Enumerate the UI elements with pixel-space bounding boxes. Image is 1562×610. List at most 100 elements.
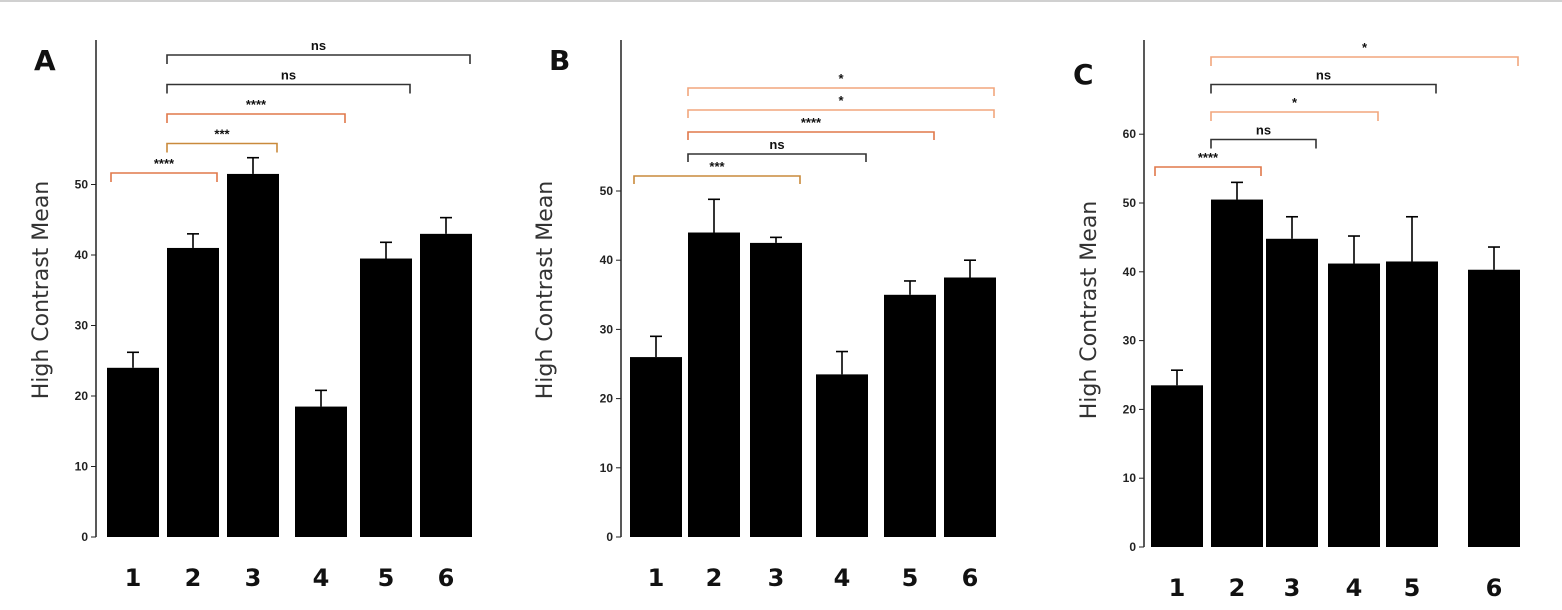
bracket-line — [110, 172, 218, 182]
bracket-line — [1154, 166, 1262, 176]
y-axis-label: High Contrast Mean — [1077, 201, 1102, 420]
bracket-line — [1210, 111, 1379, 121]
x-tick-label-3: 3 — [245, 564, 262, 592]
x-tick-label-1: 1 — [1169, 574, 1186, 602]
significance-label: **** — [1198, 150, 1219, 165]
panel-letter: C — [1073, 58, 1094, 91]
significance-label: *** — [709, 159, 725, 174]
significance-label: * — [838, 93, 844, 108]
bracket-line — [166, 113, 346, 123]
y-tick-label: 40 — [1123, 265, 1137, 279]
x-tick-label-2: 2 — [1229, 574, 1246, 602]
x-tick-label-5: 5 — [1404, 574, 1421, 602]
y-tick-label: 20 — [1123, 402, 1137, 416]
significance-label: * — [1292, 95, 1298, 110]
bar-5 — [1386, 261, 1438, 547]
y-axis-label: High Contrast Mean — [29, 181, 54, 400]
significance-bracket: * — [687, 93, 995, 118]
significance-bracket: **** — [110, 156, 218, 182]
significance-label: **** — [801, 115, 822, 130]
y-tick-label: 10 — [1123, 471, 1137, 485]
significance-bracket: * — [687, 71, 995, 96]
bar-3 — [750, 242, 802, 537]
significance-bracket: *** — [166, 127, 278, 153]
bar-3 — [227, 173, 279, 538]
x-tick-label-1: 1 — [125, 564, 142, 592]
y-axis-label: High Contrast Mean — [533, 181, 558, 400]
significance-label: **** — [246, 97, 267, 112]
bar-4 — [816, 374, 868, 537]
significance-label: *** — [214, 127, 230, 142]
bracket-line — [687, 87, 995, 96]
bar-6 — [944, 277, 996, 537]
bracket-line — [687, 109, 995, 118]
significance-bracket: ns — [687, 137, 867, 162]
significance-label: **** — [154, 156, 175, 171]
bar-5 — [884, 294, 936, 537]
significance-bracket: *** — [633, 159, 801, 184]
significance-bracket: * — [1210, 40, 1519, 66]
significance-bracket: **** — [687, 115, 935, 140]
bracket-line — [633, 175, 801, 184]
y-tick-label: 10 — [75, 460, 89, 474]
bar-1 — [1151, 385, 1203, 547]
y-tick-label: 50 — [1123, 196, 1137, 210]
significance-bracket: ns — [1210, 123, 1317, 149]
x-tick-label-2: 2 — [185, 564, 202, 592]
x-tick-label-6: 6 — [438, 564, 455, 592]
bracket-line — [1210, 138, 1317, 149]
bar-5 — [360, 258, 412, 537]
significance-label: ns — [769, 137, 784, 152]
x-tick-label-5: 5 — [902, 564, 919, 592]
bracket-line — [1210, 83, 1437, 94]
y-tick-label: 40 — [600, 253, 614, 267]
bar-4 — [295, 406, 347, 537]
bar-4 — [1328, 263, 1380, 547]
significance-label: ns — [1316, 68, 1331, 83]
bracket-line — [687, 131, 935, 140]
bracket-line — [166, 83, 411, 94]
x-tick-label-6: 6 — [962, 564, 979, 592]
x-tick-label-4: 4 — [1346, 574, 1363, 602]
significance-bracket: * — [1210, 95, 1379, 121]
top-border — [0, 0, 1562, 2]
y-tick-label: 30 — [600, 322, 614, 336]
y-tick-label: 40 — [75, 248, 89, 262]
panel-letter: A — [34, 44, 56, 77]
bar-2 — [167, 247, 219, 537]
x-tick-label-1: 1 — [648, 564, 665, 592]
x-tick-label-3: 3 — [1284, 574, 1301, 602]
bracket-line — [687, 153, 867, 162]
bar-3 — [1266, 238, 1318, 547]
bar-2 — [688, 232, 740, 537]
y-tick-label: 50 — [75, 178, 89, 192]
y-tick-label: 10 — [600, 461, 614, 475]
y-tick-label: 60 — [1123, 127, 1137, 141]
significance-bracket: **** — [166, 97, 346, 123]
significance-bracket: ns — [166, 68, 411, 94]
significance-label: * — [838, 71, 844, 86]
panel-b: B High Contrast Mean 0 10 20 30 40 50 1 2 3 4 5 6 *** n… — [533, 40, 996, 592]
y-tick-label: 50 — [600, 184, 614, 198]
bar-1 — [107, 367, 159, 537]
significance-bracket: ns — [1210, 68, 1437, 94]
bracket-line — [1210, 56, 1519, 66]
y-tick-label: 0 — [1129, 540, 1136, 554]
significance-label: ns — [281, 68, 296, 83]
significance-bracket: ns — [166, 38, 471, 64]
bracket-line — [166, 54, 471, 64]
bracket-line — [166, 142, 278, 153]
bar-6 — [1468, 269, 1520, 547]
x-tick-label-5: 5 — [378, 564, 395, 592]
panel-letter: B — [549, 44, 570, 77]
y-tick-label: 20 — [75, 389, 89, 403]
y-tick-label: 20 — [600, 392, 614, 406]
significance-label: ns — [311, 38, 326, 53]
bar-2 — [1211, 199, 1263, 547]
bar-1 — [630, 357, 682, 537]
y-tick-label: 0 — [606, 530, 613, 544]
y-tick-label: 30 — [75, 319, 89, 333]
